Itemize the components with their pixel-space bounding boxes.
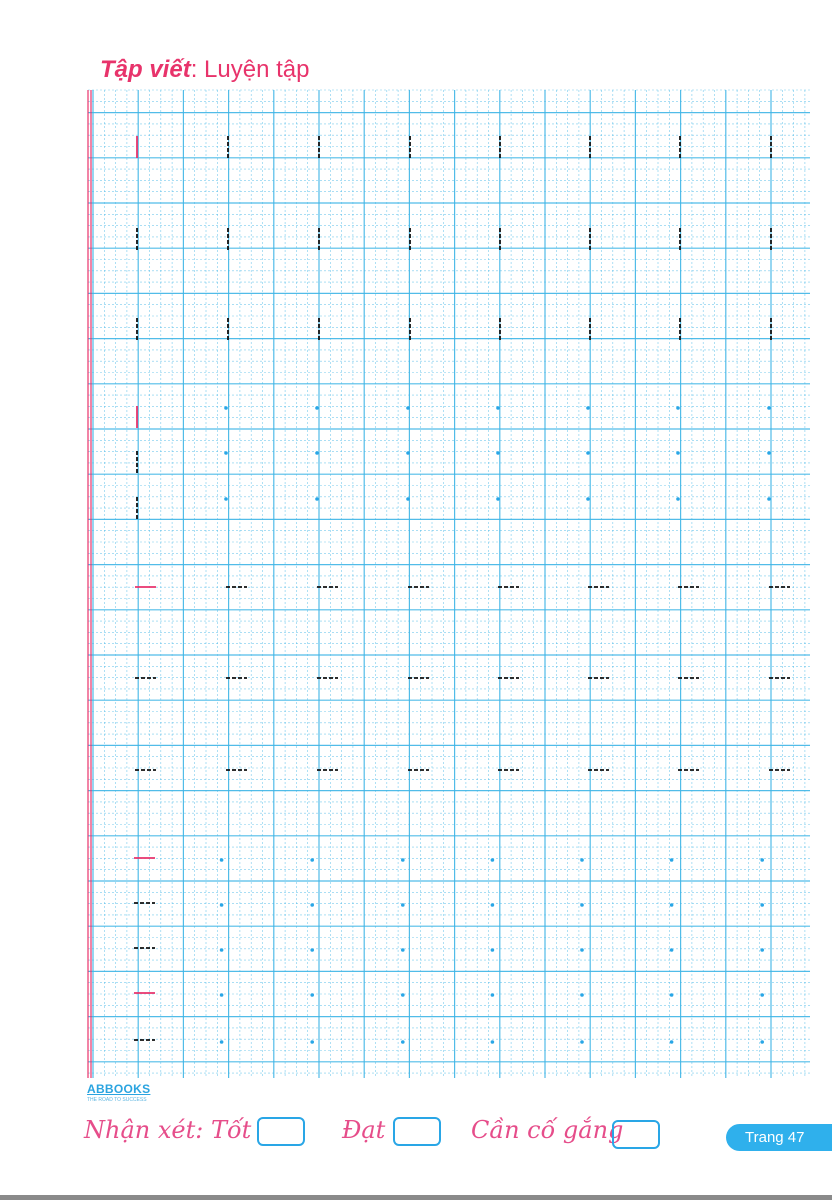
- start-dot: [219, 948, 224, 952]
- start-dot: [767, 406, 771, 410]
- start-dot: [580, 858, 584, 862]
- remark-label: Nhận xét:: [84, 1116, 204, 1144]
- title-bold: Tập viết: [100, 56, 191, 83]
- start-dot: [580, 903, 584, 907]
- start-dot: [406, 406, 410, 410]
- start-dot: [669, 858, 674, 862]
- start-dot: [224, 406, 228, 410]
- start-dot: [496, 451, 500, 455]
- start-dot: [760, 858, 764, 862]
- start-dot: [580, 993, 584, 997]
- start-dot: [676, 406, 680, 410]
- remark-good-text: Tốt: [210, 1116, 252, 1144]
- start-dot: [310, 993, 315, 997]
- start-dot: [401, 993, 405, 997]
- start-dot: [676, 451, 680, 455]
- remark-pass-label: Đạt: [342, 1116, 386, 1144]
- start-dot: [406, 497, 410, 501]
- start-dot: [310, 1040, 315, 1044]
- good-checkbox[interactable]: [257, 1117, 305, 1146]
- start-dot: [490, 993, 495, 997]
- start-dot: [760, 1040, 764, 1044]
- start-dot: [586, 406, 590, 410]
- start-dot: [496, 406, 500, 410]
- start-dot: [580, 948, 584, 952]
- start-dot: [406, 451, 410, 455]
- start-dot: [219, 858, 224, 862]
- start-dot: [310, 903, 315, 907]
- start-dot: [224, 451, 228, 455]
- try-harder-checkbox[interactable]: [612, 1120, 660, 1149]
- start-dot: [669, 903, 674, 907]
- start-dot: [580, 1040, 584, 1044]
- start-dot: [219, 993, 224, 997]
- start-dot: [490, 1040, 495, 1044]
- start-dot: [760, 903, 764, 907]
- start-dot: [219, 1040, 224, 1044]
- publisher-tagline: THE ROAD TO SUCCESS: [87, 1097, 147, 1103]
- scan-edge: [0, 1195, 832, 1200]
- start-dot: [676, 497, 680, 501]
- start-dot: [401, 948, 405, 952]
- publisher-logo: ABBOOKS THE ROAD TO SUCCESS: [87, 1082, 150, 1103]
- start-dot: [586, 451, 590, 455]
- title-separator: :: [190, 56, 198, 83]
- start-dot: [224, 497, 228, 501]
- start-dot: [669, 993, 674, 997]
- start-dot: [586, 497, 590, 501]
- start-dot: [490, 948, 495, 952]
- start-dot: [490, 903, 495, 907]
- start-dot: [767, 451, 771, 455]
- start-dot: [760, 993, 764, 997]
- start-dot: [401, 903, 405, 907]
- start-dot: [490, 858, 495, 862]
- remark-good-label: Nhận xét: Tốt: [84, 1116, 251, 1144]
- start-dot: [760, 948, 764, 952]
- start-dot: [219, 903, 224, 907]
- start-dot: [315, 497, 319, 501]
- start-dot: [496, 497, 500, 501]
- start-dot: [315, 406, 319, 410]
- title-rest: Luyện tập: [197, 56, 310, 83]
- start-dot: [315, 451, 319, 455]
- page-number-tab: Trang 47: [726, 1124, 832, 1151]
- pass-checkbox[interactable]: [393, 1117, 441, 1146]
- start-dot: [669, 948, 674, 952]
- start-dot: [310, 858, 315, 862]
- start-dot: [669, 1040, 674, 1044]
- start-dot: [310, 948, 315, 952]
- publisher-name: ABBOOKS: [87, 1082, 151, 1096]
- remark-try-harder-label: Cần cố gắng: [471, 1116, 624, 1144]
- page-title: Tập viết: Luyện tập: [100, 56, 309, 84]
- start-dot: [401, 1040, 405, 1044]
- start-dot: [401, 858, 405, 862]
- start-dot: [767, 497, 771, 501]
